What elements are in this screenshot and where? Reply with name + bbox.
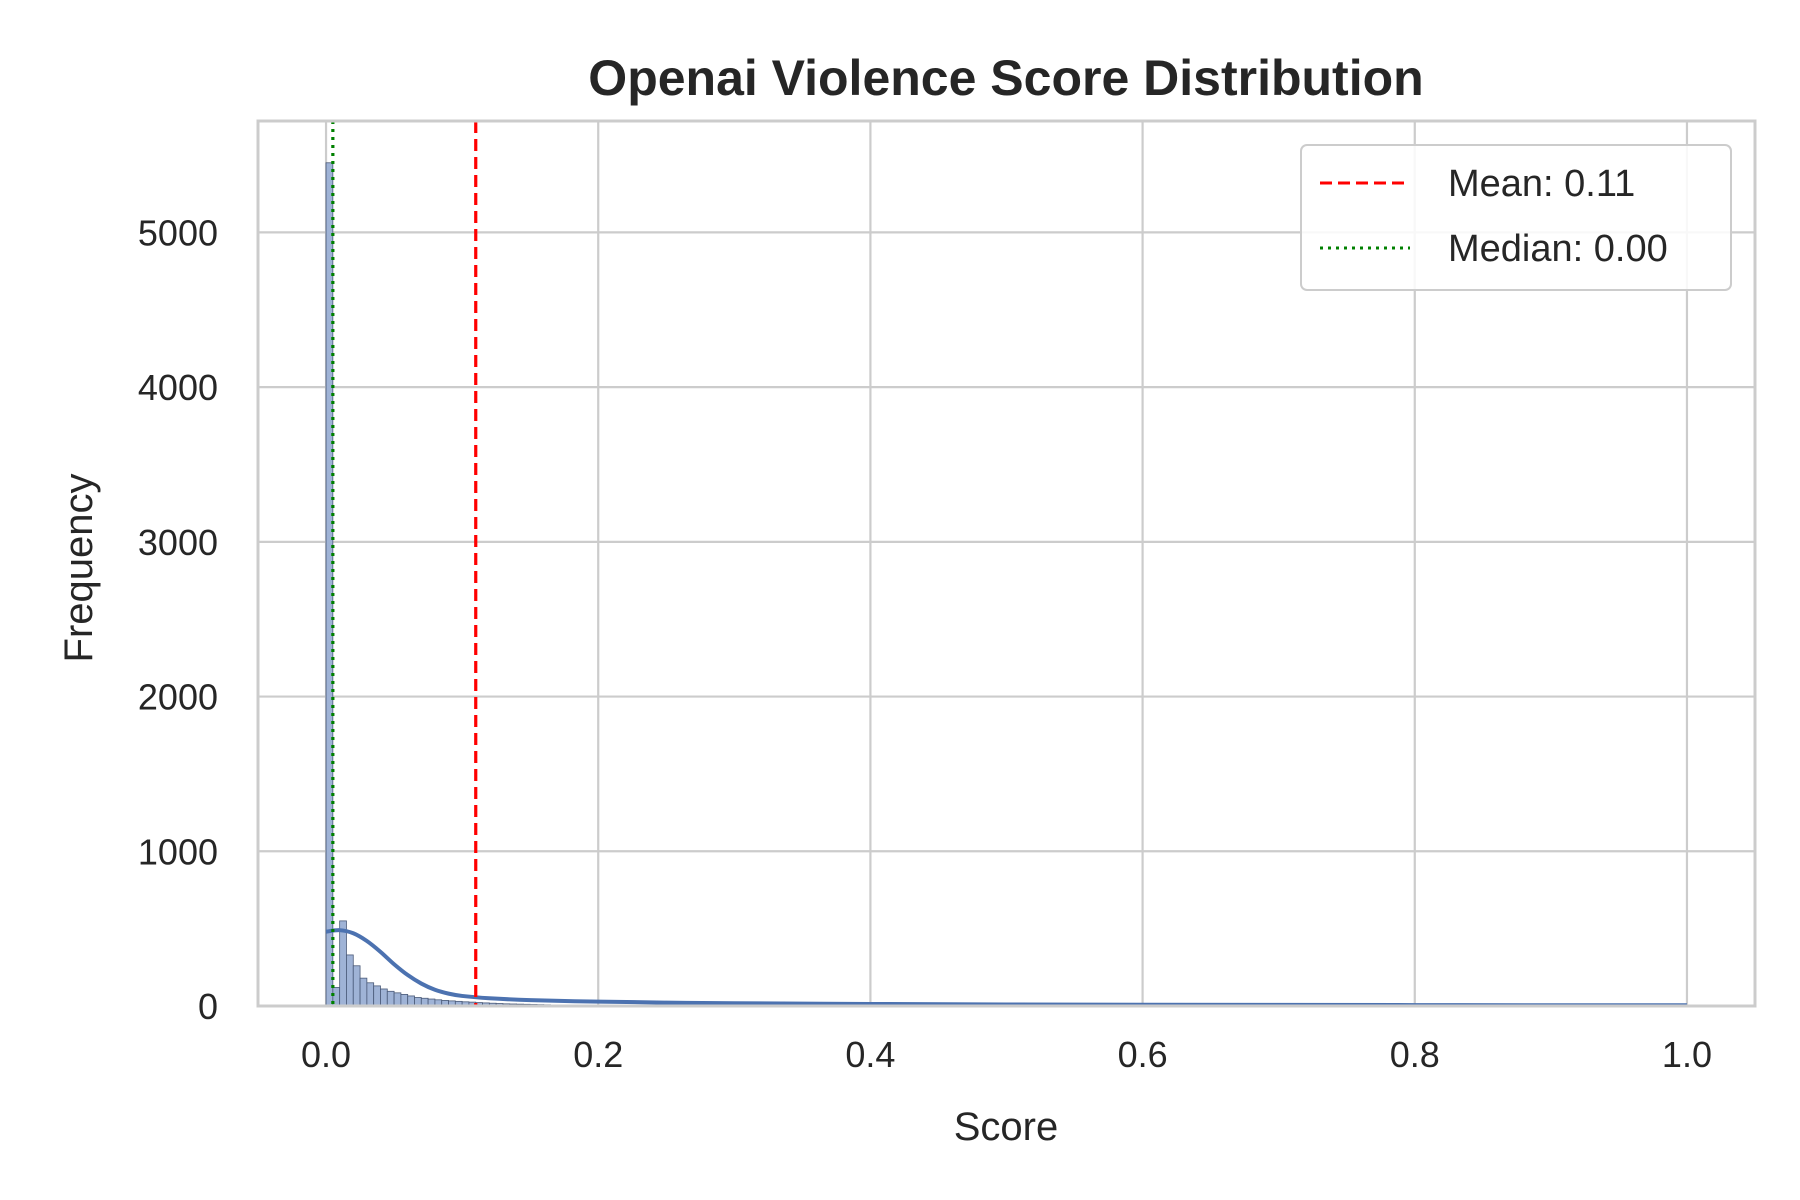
x-tick-label: 0.2	[573, 1034, 623, 1075]
x-tick-labels: 0.0 0.2 0.4 0.6 0.8 1.0	[301, 1034, 1712, 1075]
x-tick-label: 0.6	[1118, 1034, 1168, 1075]
y-tick-label: 5000	[138, 212, 218, 253]
histogram-bar	[386, 990, 395, 1007]
y-tick-label: 2000	[138, 677, 218, 718]
y-tick-label: 1000	[138, 831, 218, 872]
y-axis-label: Frequency	[57, 474, 101, 663]
legend-median-label: Median: 0.00	[1448, 228, 1668, 270]
x-tick-label: 0.0	[301, 1034, 351, 1075]
histogram-bar	[352, 965, 361, 1007]
legend-mean-label: Mean: 0.11	[1448, 163, 1635, 205]
x-tick-label: 1.0	[1662, 1034, 1712, 1075]
histogram-bar	[373, 985, 381, 1007]
kde-curve-group	[325, 928, 1687, 1008]
histogram-bar	[407, 995, 415, 1007]
chart-title: Openai Violence Score Distribution	[588, 50, 1423, 106]
histogram-bar	[339, 920, 347, 1007]
y-tick-label: 3000	[138, 522, 218, 563]
y-tick-label: 0	[198, 986, 218, 1027]
histogram-bar	[366, 982, 375, 1007]
histogram-bar	[346, 954, 354, 1007]
reference-lines	[331, 121, 478, 1006]
x-tick-label: 0.4	[845, 1034, 895, 1075]
kde-line	[325, 928, 1687, 1008]
legend: Mean: 0.11 Median: 0.00	[1300, 144, 1732, 291]
x-tick-label: 0.8	[1390, 1034, 1440, 1075]
histogram-bar	[393, 992, 402, 1007]
plot-frame	[256, 119, 1757, 1008]
x-axis-label: Score	[954, 1105, 1059, 1149]
histogram-bar	[380, 988, 388, 1007]
y-tick-label: 4000	[138, 367, 218, 408]
histogram-bar	[400, 993, 409, 1007]
legend-box	[1300, 144, 1732, 291]
histogram-bar	[359, 977, 368, 1007]
histogram-bars	[325, 162, 667, 1007]
y-tick-labels: 0 1000 2000 3000 4000 5000	[138, 212, 218, 1027]
